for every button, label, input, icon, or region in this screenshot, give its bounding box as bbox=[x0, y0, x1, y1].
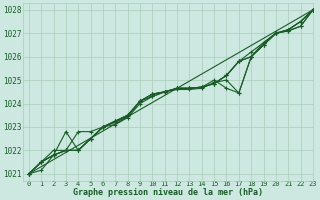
X-axis label: Graphe pression niveau de la mer (hPa): Graphe pression niveau de la mer (hPa) bbox=[73, 188, 263, 197]
